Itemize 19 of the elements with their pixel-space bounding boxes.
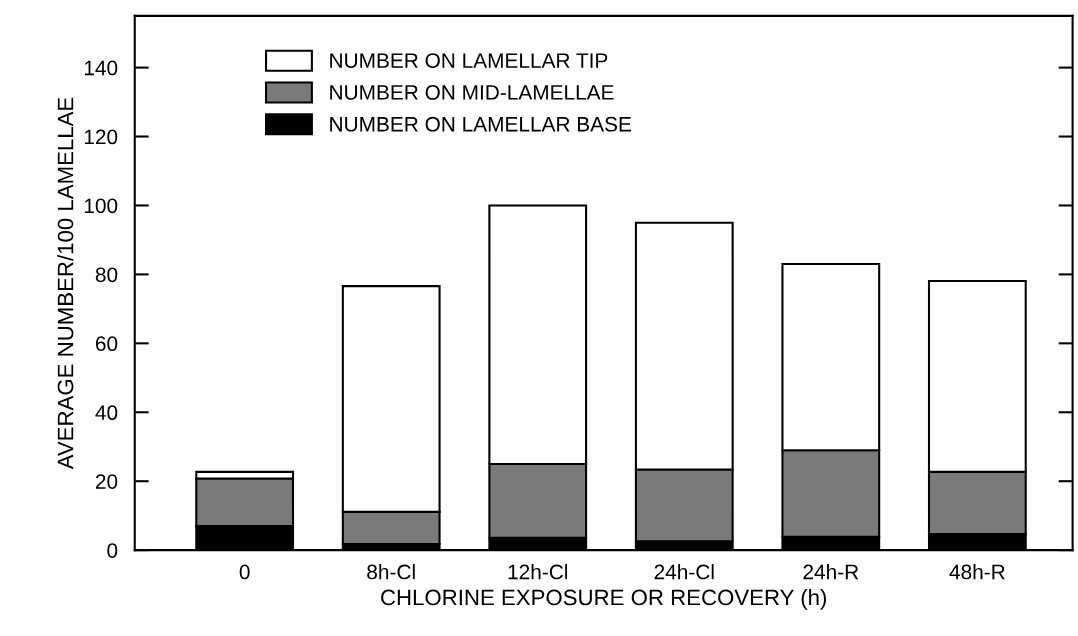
y-tick-label: 0	[107, 543, 118, 558]
legend-label: NUMBER ON MID-LAMELLAE	[330, 85, 614, 100]
x-tick-label: 0	[239, 564, 250, 580]
y-tick-label: 40	[95, 405, 118, 421]
x-tick-label: 8h-Cl	[367, 564, 415, 580]
y-tick-label: 100	[84, 198, 118, 214]
y-tick-label: 120	[84, 129, 118, 145]
y-tick-label: 140	[84, 60, 118, 76]
x-axis-title: CHLORINE EXPOSURE OR RECOVERY (h)	[381, 589, 827, 610]
x-tick-label: 12h-Cl	[508, 564, 568, 580]
x-tick-label: 24h-Cl	[654, 564, 714, 580]
x-tick-label: 48h-R	[949, 564, 1005, 580]
legend-label: NUMBER ON LAMELLAR BASE	[330, 116, 631, 132]
y-axis-title: AVERAGE NUMBER/100 LAMELLAE	[57, 97, 74, 470]
x-tick-label: 24h-R	[803, 564, 859, 580]
y-tick-label: 60	[95, 336, 118, 352]
y-tick-label: 20	[95, 474, 118, 489]
y-tick-label: 80	[95, 267, 118, 283]
legend-label: NUMBER ON LAMELLAR TIP	[330, 53, 608, 68]
